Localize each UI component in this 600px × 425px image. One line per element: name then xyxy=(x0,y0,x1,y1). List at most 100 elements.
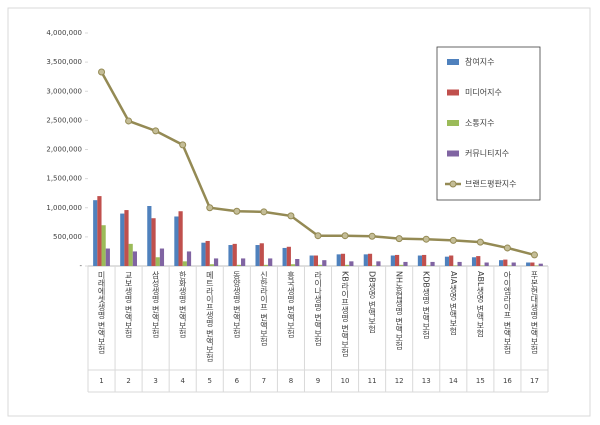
bar xyxy=(255,245,260,266)
x-tick-label: KB라이프생명 변액보험 xyxy=(340,271,349,356)
legend-swatch xyxy=(447,120,459,126)
bar xyxy=(232,243,237,266)
bar xyxy=(209,264,214,266)
bar xyxy=(182,261,187,266)
y-tick-label: 1,500,000 xyxy=(46,175,82,183)
line-marker xyxy=(449,236,457,244)
bar xyxy=(186,251,192,266)
x-tick-label: 흥국생명 변액보험 xyxy=(286,270,295,338)
legend-swatch xyxy=(447,150,459,157)
bar xyxy=(480,265,485,266)
bar xyxy=(132,251,137,266)
line-marker xyxy=(260,208,268,216)
line-marker xyxy=(368,232,376,240)
bar xyxy=(507,265,512,266)
x-tick-label: 삼성생명 변액보험 xyxy=(151,270,160,338)
bar xyxy=(484,262,489,266)
category-number: 11 xyxy=(368,377,377,385)
y-tick-label: 500,000 xyxy=(53,233,82,241)
bar xyxy=(430,261,435,266)
bar xyxy=(101,225,106,266)
bar xyxy=(282,247,287,266)
bar xyxy=(399,264,404,266)
x-tick-label: 푸본현대생명 변액보험 xyxy=(530,271,539,354)
bar xyxy=(403,261,408,266)
category-number: 8 xyxy=(289,377,293,385)
y-tick-label: 3,000,000 xyxy=(46,87,82,95)
y-tick-label: - xyxy=(79,262,82,270)
line-marker xyxy=(287,212,295,220)
line-marker xyxy=(422,235,430,243)
bar xyxy=(318,264,323,266)
line-marker xyxy=(98,68,106,76)
line-marker xyxy=(341,232,349,240)
category-number: 16 xyxy=(503,377,512,385)
bar xyxy=(124,210,129,266)
bar xyxy=(147,206,152,266)
line-marker xyxy=(233,207,241,215)
y-tick-label: 3,500,000 xyxy=(46,58,82,66)
y-tick-label: 1,000,000 xyxy=(46,204,82,212)
category-number: 9 xyxy=(316,377,320,385)
bar xyxy=(213,258,219,266)
bar xyxy=(97,196,102,266)
bar xyxy=(340,253,346,266)
x-tick-label: 아이엠라이프 변액보험 xyxy=(503,270,512,354)
bar xyxy=(241,258,246,266)
x-tick-label: 한화생명 변액보험 xyxy=(178,271,187,338)
x-tick-label: KDB생명 변액보험 xyxy=(422,271,431,338)
bar xyxy=(313,255,318,266)
category-number: 17 xyxy=(530,377,539,385)
line-marker xyxy=(476,238,484,246)
bar xyxy=(345,264,350,266)
category-number: 1 xyxy=(99,377,103,385)
bar xyxy=(178,211,183,266)
bar xyxy=(105,248,110,266)
legend-label: 소통지수 xyxy=(465,119,494,128)
x-tick-label: 메트라이프생명 변액보험 xyxy=(205,271,214,362)
line-marker xyxy=(179,141,187,149)
bar xyxy=(159,248,165,266)
bar xyxy=(534,265,539,266)
category-number: 5 xyxy=(208,377,212,385)
bar xyxy=(457,261,462,266)
x-tick-label: 라이나생명 변액보험 xyxy=(313,271,322,346)
bar xyxy=(511,262,516,266)
legend-label: 미디어지수 xyxy=(465,87,502,97)
bar xyxy=(390,255,395,266)
bar xyxy=(349,261,354,266)
bar xyxy=(530,262,535,266)
bar xyxy=(471,257,477,266)
line-marker xyxy=(152,127,160,135)
x-tick-label: 신한라이프 변액보험 xyxy=(259,271,268,346)
line-marker xyxy=(530,251,538,259)
category-number: 15 xyxy=(476,377,485,385)
legend-label: 브랜드평판지수 xyxy=(465,179,517,189)
line-marker xyxy=(314,232,322,240)
bar xyxy=(367,253,373,266)
x-tick-label: 미래에셋생명 변액보험 xyxy=(97,271,106,354)
bar xyxy=(120,213,125,266)
bar xyxy=(155,257,160,266)
bar xyxy=(205,240,210,266)
bar xyxy=(93,200,98,266)
bar xyxy=(538,263,543,266)
x-tick-label: 교보생명 변액보험 xyxy=(124,271,133,338)
category-number: 6 xyxy=(235,377,240,385)
bar xyxy=(151,218,156,266)
bar xyxy=(336,254,341,266)
category-number: 12 xyxy=(395,377,404,385)
legend-swatch xyxy=(447,89,459,96)
category-number: 4 xyxy=(180,377,185,385)
category-number: 10 xyxy=(341,377,350,385)
bar xyxy=(322,260,327,266)
bar xyxy=(128,243,133,266)
bar xyxy=(286,246,291,266)
bar xyxy=(290,264,296,266)
bar xyxy=(417,255,423,266)
bar xyxy=(394,254,400,266)
category-number: 3 xyxy=(153,377,157,385)
bar xyxy=(453,265,458,266)
bar xyxy=(526,262,531,266)
